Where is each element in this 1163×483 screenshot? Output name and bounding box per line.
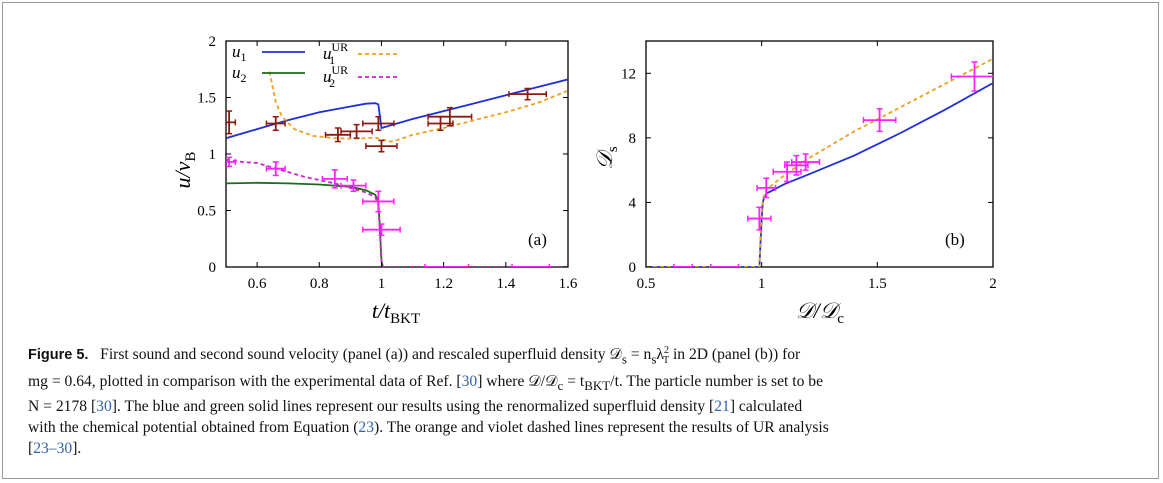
- caption-text: N = 2178 [: [28, 398, 97, 416]
- x-tick-label: 1.6: [559, 276, 578, 292]
- x-tick-label: 0.5: [637, 276, 656, 292]
- caption-sub: BKT: [584, 378, 611, 394]
- caption-text: ] where 𝒟/𝒟: [477, 373, 558, 391]
- caption-text: λ: [656, 346, 664, 364]
- y-tick-label: 8: [629, 131, 637, 147]
- y-tick-label: 0.5: [197, 204, 216, 220]
- x-tick-label: 1.2: [434, 276, 453, 292]
- citation-link[interactable]: 23: [358, 419, 374, 437]
- caption-text: ]. The blue and green solid lines repres…: [111, 398, 715, 416]
- x-tick-label: 0.6: [248, 276, 267, 292]
- x-tick-label: 1.5: [868, 276, 887, 292]
- caption-sup: 2: [663, 345, 669, 356]
- panel-a-ylabel: u/vB: [170, 152, 199, 189]
- caption-text: = n: [626, 346, 652, 364]
- panel-b-frame: [645, 40, 994, 268]
- caption-line-4: with the chemical potential obtained fro…: [28, 417, 1140, 438]
- panel-b-label: (b): [945, 230, 965, 249]
- y-tick-label: 1: [209, 147, 217, 163]
- caption-text: ].: [72, 440, 82, 458]
- caption-text: [: [28, 440, 34, 458]
- y-tick-label: 4: [629, 195, 637, 211]
- caption-text: mg = 0.64, plotted in comparison with th…: [28, 373, 462, 391]
- x-tick-label: 0.8: [310, 276, 329, 292]
- panel-b-xlabel: 𝒟/𝒟c: [796, 298, 844, 327]
- x-tick-label: 2: [989, 276, 997, 292]
- series-line-UR: [646, 58, 993, 267]
- panel-b-ylabel: 𝒟s: [592, 146, 621, 170]
- series-line-renormalized: [646, 82, 993, 267]
- panel-b: 0.5 1 1.5 2 0 4 8 12 (b) 𝒟s 𝒟/𝒟c: [592, 40, 997, 327]
- caption-line-1: Figure 5. First sound and second sound v…: [28, 345, 801, 367]
- figure-label: Figure 5.: [28, 347, 89, 364]
- panel-a-xlabel: t/tBKT: [372, 298, 420, 327]
- caption-text: /t. The particle number is set to be: [610, 373, 824, 391]
- citation-link[interactable]: 30: [461, 373, 478, 391]
- y-tick-label: 12: [621, 66, 636, 82]
- caption-text: ] calculated: [729, 398, 803, 416]
- y-tick-label: 0: [629, 260, 637, 276]
- caption-text: First sound and second sound velocity (p…: [100, 346, 622, 364]
- caption-line-5: [23–30].: [28, 438, 1140, 459]
- x-tick-label: 1: [378, 276, 386, 292]
- y-tick-label: 0: [209, 260, 217, 276]
- panel-a-frame: [225, 40, 569, 268]
- figure-caption: Figure 5. First sound and second sound v…: [28, 340, 1140, 459]
- legend-label: uUR 2: [323, 63, 348, 90]
- x-tick-label: 1: [758, 276, 766, 292]
- y-tick-label: 2: [209, 34, 217, 50]
- caption-sub: T: [662, 355, 670, 367]
- legend-label: u2: [232, 63, 247, 85]
- caption-text: ). The orange and violet dashed lines re…: [374, 419, 829, 437]
- caption-line-2: mg = 0.64, plotted in comparison with th…: [28, 373, 824, 394]
- panel-a-label: (a): [528, 230, 547, 249]
- citation-link[interactable]: 30: [96, 398, 112, 416]
- series-line-u1UR: [268, 71, 568, 143]
- citation-link[interactable]: 21: [714, 398, 730, 416]
- caption-text: with the chemical potential obtained fro…: [28, 419, 359, 437]
- series-line-u2: [226, 181, 568, 267]
- caption-line-3: N = 2178 [30]. The blue and green solid …: [28, 396, 1140, 417]
- caption-text: = t: [563, 373, 585, 391]
- x-tick-label: 1.4: [496, 276, 515, 292]
- caption-sub: s: [621, 351, 627, 367]
- caption-text: in 2D (panel (b)) for: [669, 346, 801, 364]
- legend-label: u1: [232, 42, 247, 64]
- series-line-u1: [226, 78, 568, 140]
- citation-link[interactable]: 23–30: [33, 440, 73, 458]
- y-tick-label: 1.5: [197, 91, 216, 107]
